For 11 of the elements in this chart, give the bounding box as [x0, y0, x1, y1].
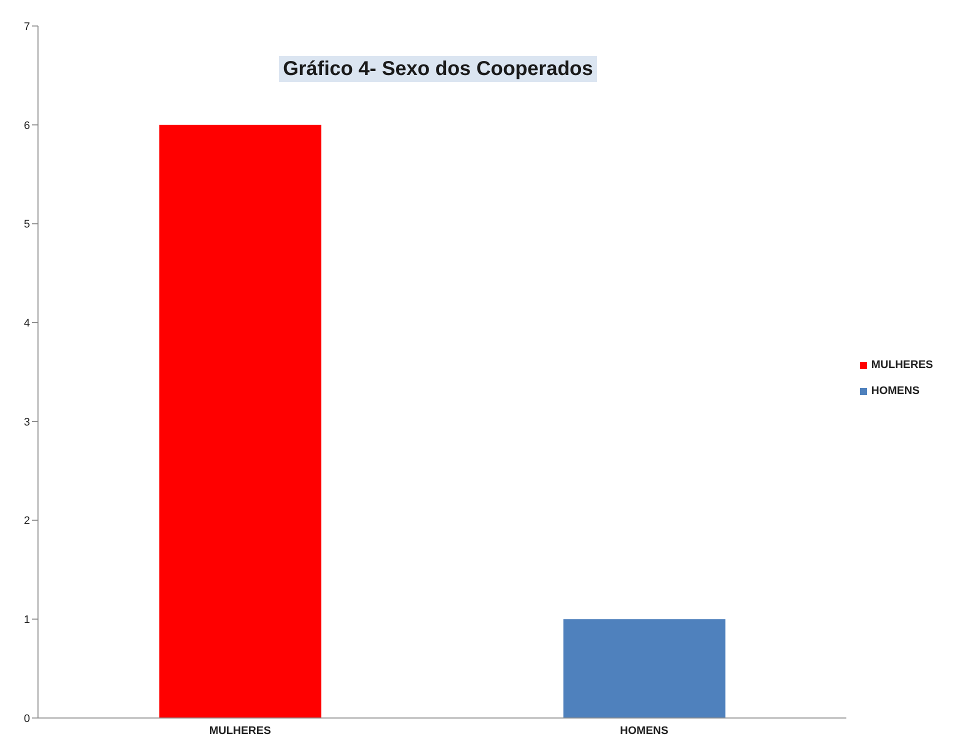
legend-label: HOMENS [871, 385, 920, 397]
y-tick-label: 1 [24, 614, 30, 626]
y-tick-label: 3 [24, 416, 30, 428]
y-tick-label: 0 [24, 712, 30, 725]
y-tick-label: 5 [24, 218, 30, 231]
y-tick-label: 6 [24, 120, 30, 132]
y-tick-label: 4 [24, 317, 30, 330]
y-tick-label: 7 [24, 20, 30, 33]
y-tick-label: 2 [24, 515, 30, 528]
text: Gráfico 4- Sexo dos Cooperados [278, 56, 598, 82]
legend-label: MULHERES [871, 359, 933, 371]
